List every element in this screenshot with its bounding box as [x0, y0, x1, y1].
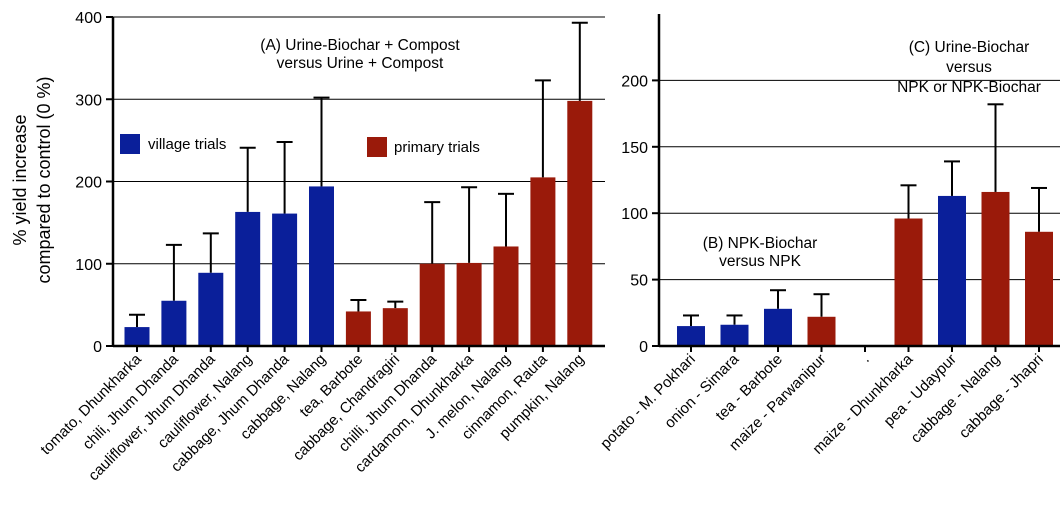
y-tick-label: 400	[75, 10, 102, 27]
bar	[198, 272, 224, 346]
y-tick-label: 300	[75, 92, 102, 109]
legend-swatch-village	[120, 134, 140, 154]
bar	[720, 324, 749, 346]
y-tick-label: 0	[639, 339, 648, 356]
legend-label-village: village trials	[148, 136, 226, 153]
annotation-c-line2: versus	[946, 59, 992, 76]
bar	[272, 213, 298, 346]
annotation-c-line3: NPK or NPK-Biochar	[897, 79, 1041, 96]
y-axis-title-line1: % yield increase	[10, 114, 30, 245]
legend-swatch-primary	[367, 137, 387, 157]
annotation-c-line1: (C) Urine-Biochar	[909, 39, 1030, 56]
bar	[567, 100, 593, 347]
bar	[894, 218, 923, 346]
annotation-a-line2: versus Urine + Compost	[277, 55, 444, 72]
bar	[938, 195, 966, 346]
bar	[981, 191, 1010, 346]
y-tick-label: 0	[93, 339, 102, 356]
bar	[345, 311, 371, 346]
bar	[530, 177, 556, 346]
bar	[161, 300, 187, 346]
y-tick-label: 200	[75, 175, 102, 192]
bar	[124, 327, 150, 346]
bar	[677, 326, 705, 346]
bar	[1025, 231, 1053, 346]
legend-label-primary: primary trials	[394, 139, 480, 156]
bar	[456, 262, 482, 346]
y-tick-label: 150	[621, 140, 648, 157]
bar	[419, 263, 445, 346]
x-tick-label: onion - Simara	[661, 350, 742, 431]
bar	[493, 246, 519, 346]
y-tick-label: 200	[621, 73, 648, 90]
bar	[309, 186, 334, 346]
annotation-b-line2: versus NPK	[719, 253, 801, 270]
annotation-a-line1: (A) Urine-Biochar + Compost	[260, 37, 460, 54]
annotation-b-line1: (B) NPK-Biochar	[703, 235, 818, 252]
bar	[764, 308, 792, 346]
bar	[235, 211, 261, 346]
y-tick-label: 100	[621, 206, 648, 223]
y-tick-label: 50	[630, 273, 648, 290]
x-tick-label: .	[858, 351, 873, 366]
bar	[807, 316, 836, 346]
y-tick-label: 100	[75, 257, 102, 274]
bar	[382, 308, 408, 346]
y-axis-title-line2: compared to control (0 %)	[34, 76, 54, 283]
